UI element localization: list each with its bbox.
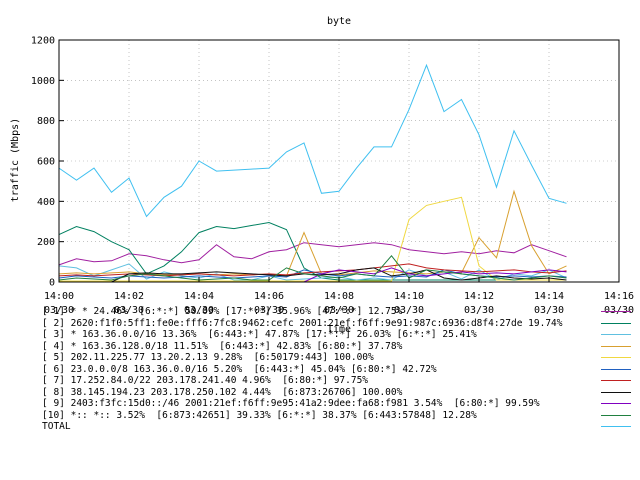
legend-swatch	[601, 391, 631, 393]
y-tick-label: 0	[49, 278, 55, 289]
legend-entry: [ 5] 202.11.225.77 13.20.2.13 9.28% [6:5…	[42, 352, 638, 363]
legend-swatch	[601, 311, 631, 312]
x-tick-date-label: 03/30	[394, 305, 424, 316]
legend-swatch	[601, 322, 631, 324]
y-tick-label: 600	[37, 157, 55, 168]
legend-entry: [ 7] 17.252.84.0/22 203.178.241.40 4.96%…	[42, 375, 638, 386]
x-ticks: 14:00 03/30 14:02 03/30 14:04 03/30 14:06 03/30…	[44, 277, 634, 316]
legend-label: [ 3] * 163.36.0.0/16 13.36% [6:443:*] 47…	[42, 329, 477, 340]
legend-entry: TOTAL	[42, 421, 638, 432]
x-tick-time-label: 14:14	[534, 291, 564, 302]
x-tick-time-label: 14:12	[464, 291, 494, 302]
legend-entry: [ 1] * * 24.46% [6:*:*] 50.09% [17:*:*] …	[42, 306, 638, 317]
x-tick-date-label: 03/30	[44, 305, 74, 316]
legend-label: [ 4] * 163.36.128.0/18 11.51% [6:443:*] …	[42, 340, 403, 352]
series-line-5	[59, 196, 567, 282]
grid-lines	[59, 40, 619, 282]
legend-label: [ 6] 23.0.0.0/8 163.36.0.0/16 5.20% [6:4…	[42, 363, 437, 375]
series-line-2	[58, 221, 567, 281]
chart-title: byte	[327, 16, 351, 27]
y-tick-label: 1000	[31, 76, 55, 87]
legend-label: [10] *:: *:: 3.52% [6:873:42651] 39.33% …	[42, 409, 477, 421]
x-tick-time-label: 14:04	[184, 291, 214, 302]
series-line-11	[58, 63, 567, 218]
series-line-4	[58, 189, 567, 277]
x-tick-date-label: 03/30	[184, 305, 214, 316]
legend-entry: [ 2] 2620:f1f0:5ff1:fe0e:fff6:7fc8:9462:…	[42, 318, 638, 329]
legend-label: [ 5] 202.11.225.77 13.20.2.13 9.28% [6:5…	[42, 352, 374, 363]
legend-label: [ 8] 38.145.194.23 203.178.250.102 4.44%…	[42, 386, 403, 398]
x-tick-date-label: 03/30	[534, 305, 564, 316]
y-tick-label: 400	[37, 197, 55, 208]
x-tick-time-label: 14:10	[394, 291, 424, 302]
legend-entry: [ 9] 2403:f3fc:15d0::/46 2001:21ef:f6ff:…	[42, 398, 638, 409]
x-tick-date-label: 03/30	[254, 305, 284, 316]
legend-entry: [ 3] * 163.36.0.0/16 13.36% [6:443:*] 47…	[42, 329, 638, 340]
x-tick-date-label: 03/30	[464, 305, 494, 316]
x-tick-date-label: 03/30	[114, 305, 144, 316]
y-ticks: 0 200 400 600 800 1000 1200	[31, 36, 64, 289]
y-tick-label: 200	[37, 237, 55, 248]
legend-entry: [ 8] 38.145.194.23 203.178.250.102 4.44%…	[42, 387, 638, 398]
x-axis-label: Time	[327, 324, 351, 335]
legend-entry: [10] *:: *:: 3.52% [6:873:42651] 39.33% …	[42, 410, 638, 421]
legend-label: [ 1] * * 24.46% [6:*:*] 50.09% [17:*:*] …	[42, 306, 403, 317]
series-line-10	[58, 255, 567, 281]
y-tick-label: 1200	[31, 36, 55, 47]
legend-swatch	[601, 334, 631, 335]
y-axis-label: traffic (Mbps)	[10, 118, 21, 202]
legend-label: [ 9] 2403:f3fc:15d0::/46 2001:21ef:f6ff:…	[42, 398, 540, 409]
series-lines	[58, 63, 567, 283]
legend-swatch	[601, 380, 631, 381]
x-tick-date-label: 03/30	[324, 305, 354, 316]
x-tick-time-label: 14:16	[604, 291, 634, 302]
legend-swatch	[601, 345, 631, 347]
legend-swatch	[601, 368, 631, 370]
legend-swatch	[601, 403, 631, 404]
series-line-1	[58, 242, 567, 266]
legend-label: TOTAL	[42, 421, 71, 432]
x-tick-time-label: 14:00	[44, 291, 74, 302]
x-tick-time-label: 14:08	[324, 291, 354, 302]
legend-swatch	[601, 426, 631, 427]
x-tick-time-label: 14:02	[114, 291, 144, 302]
legend-entry: [ 4] * 163.36.128.0/18 11.51% [6:443:*] …	[42, 341, 638, 352]
legend-swatch	[601, 357, 631, 358]
y-tick-label: 800	[37, 116, 55, 127]
x-tick-time-label: 14:06	[254, 291, 284, 302]
legend-swatch	[601, 414, 631, 416]
legend-label: [ 7] 17.252.84.0/22 203.178.241.40 4.96%…	[42, 375, 369, 386]
legend-entry: [ 6] 23.0.0.0/8 163.36.0.0/16 5.20% [6:4…	[42, 364, 638, 375]
x-tick-date-label: 03/30	[604, 305, 634, 316]
legend-label: [ 2] 2620:f1f0:5ff1:fe0e:fff6:7fc8:9462:…	[42, 317, 563, 329]
